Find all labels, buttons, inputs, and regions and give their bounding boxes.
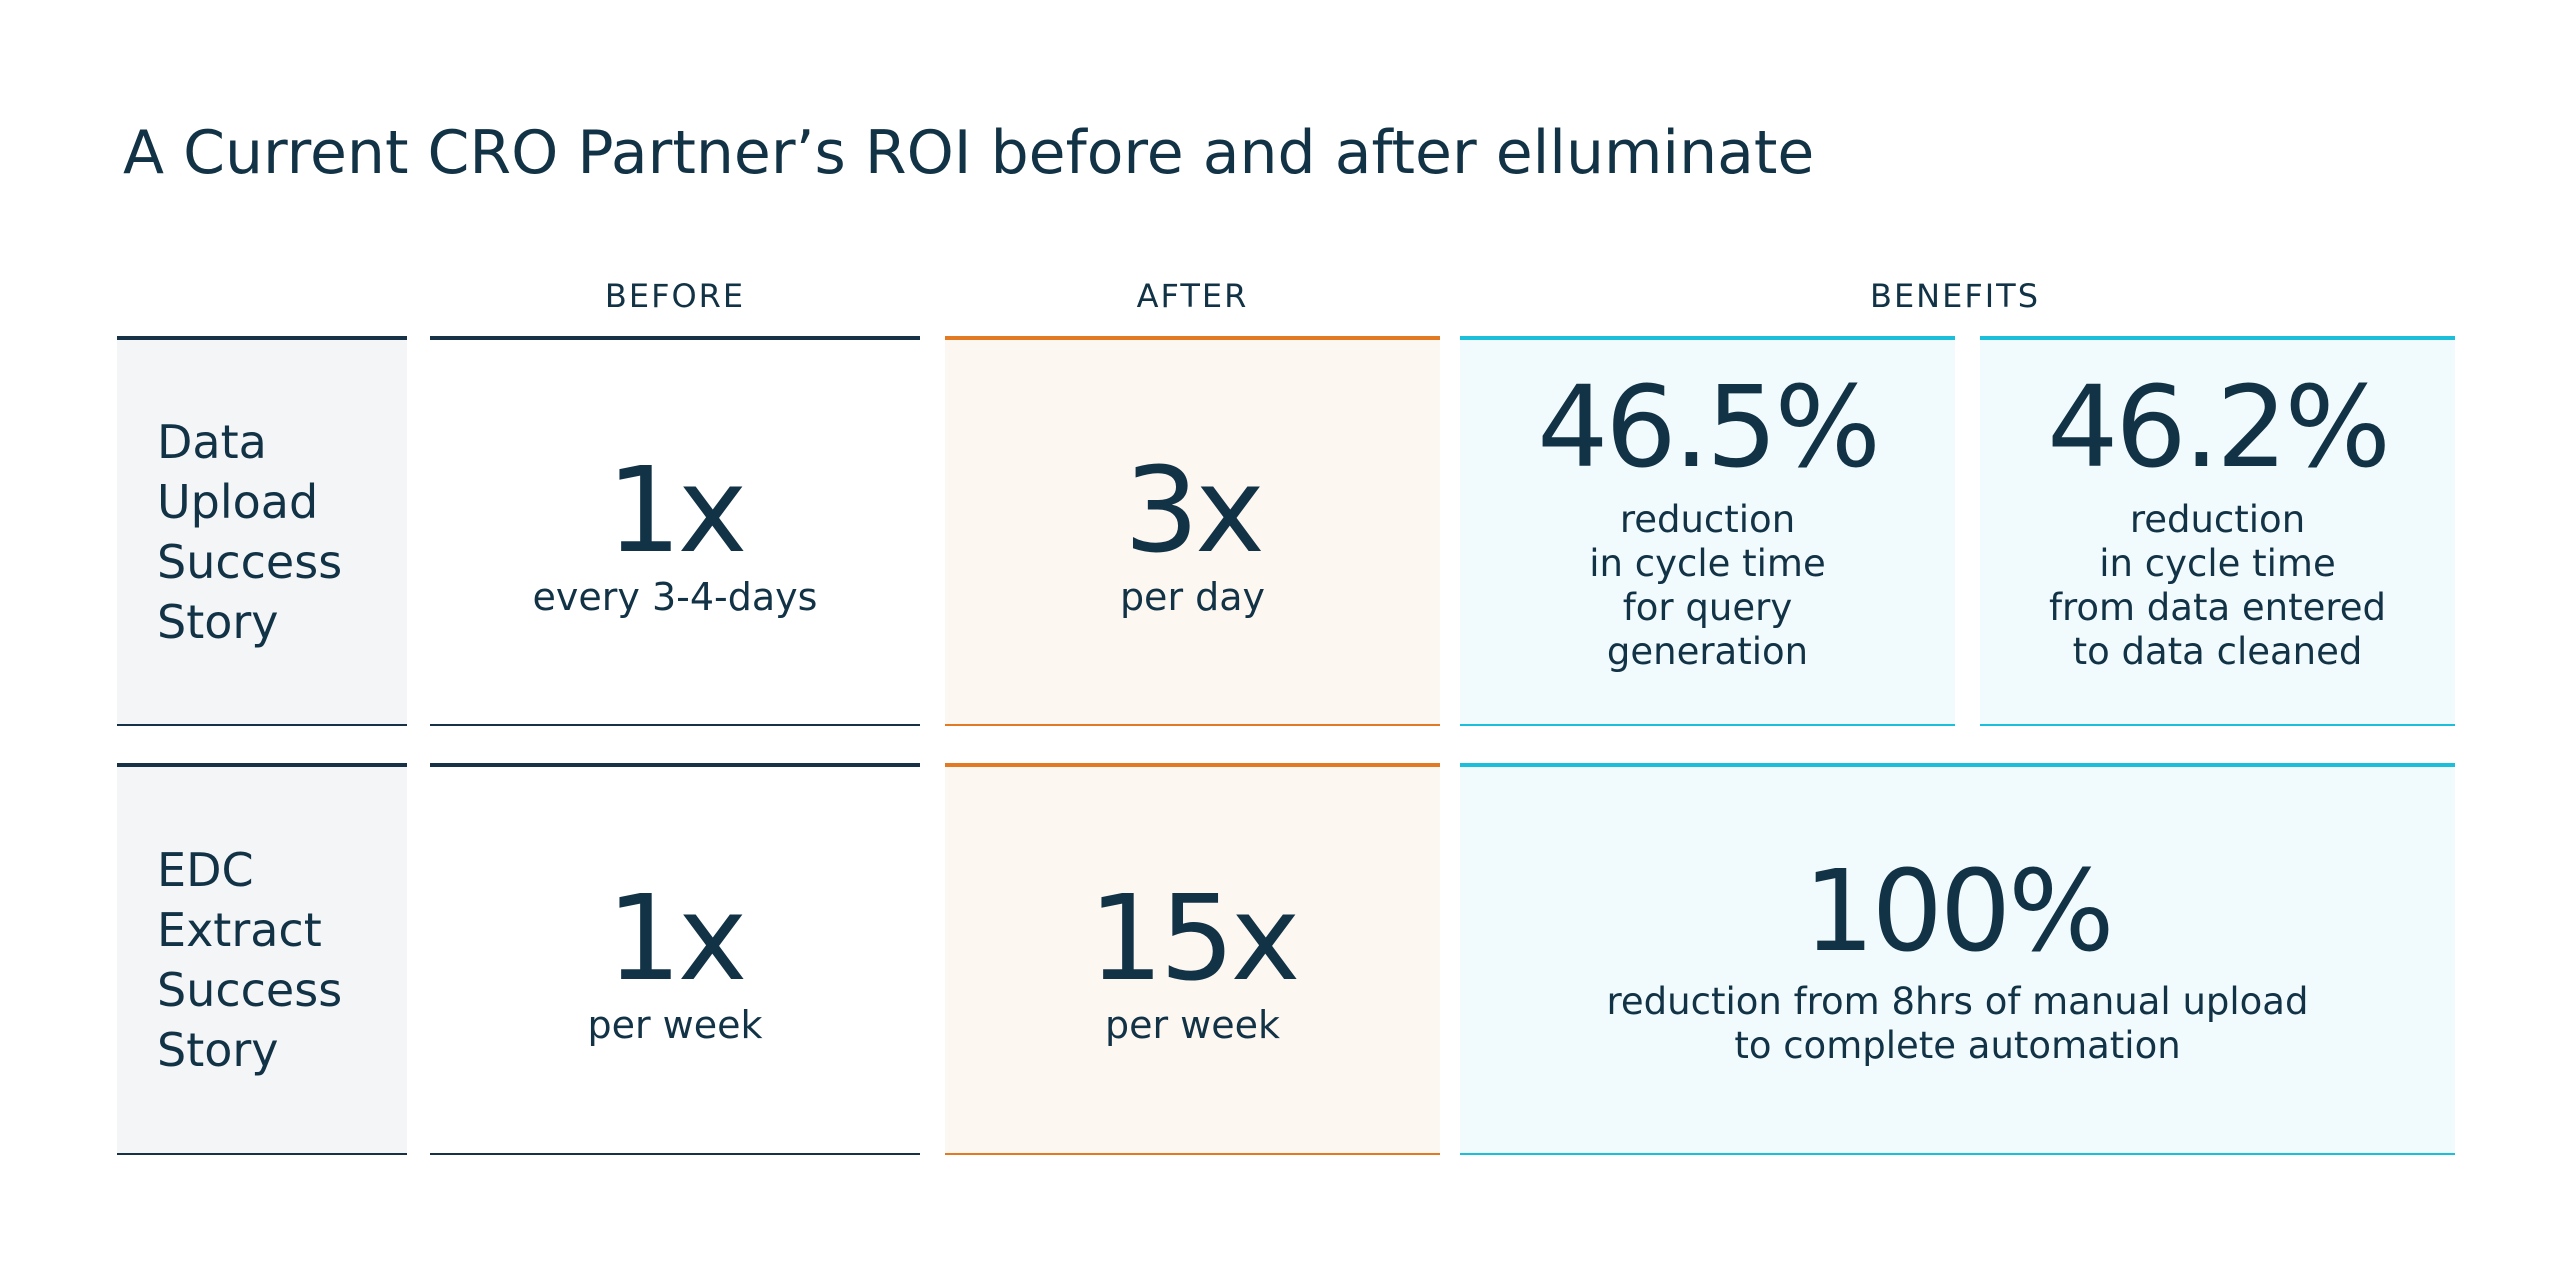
before-cell-data-upload: 1x every 3-4-days <box>430 336 920 726</box>
benefit-cell-query-generation: 46.5% reduction in cycle time for query … <box>1460 336 1955 726</box>
after-value: 3x <box>1124 441 1265 579</box>
benefit-cell-data-cleaned: 46.2% reduction in cycle time from data … <box>1980 336 2455 726</box>
column-header-after: AFTER <box>1136 277 1249 315</box>
after-value: 15x <box>1088 869 1301 1007</box>
after-cell-data-upload: 3x per day <box>945 336 1440 726</box>
before-unit: per week <box>587 1003 763 1047</box>
benefit-value: 100% <box>1803 847 2114 977</box>
row-label-edc-extract: EDC Extract Success Story <box>117 763 407 1155</box>
benefit-cell-automation: 100% reduction from 8hrs of manual uploa… <box>1460 763 2455 1155</box>
before-cell-edc-extract: 1x per week <box>430 763 920 1155</box>
after-cell-edc-extract: 15x per week <box>945 763 1440 1155</box>
row-label-text: Data Upload Success Story <box>157 415 343 649</box>
before-unit: every 3-4-days <box>532 575 818 619</box>
after-unit: per day <box>1119 575 1266 619</box>
benefit-description: reduction from 8hrs of manual upload to … <box>1606 980 2309 1067</box>
row-label-data-upload: Data Upload Success Story <box>117 336 407 726</box>
benefit-value: 46.2% <box>2047 363 2391 493</box>
benefit-description: reduction in cycle time from data entere… <box>2048 498 2387 673</box>
before-value: 1x <box>606 441 748 579</box>
benefit-value: 46.5% <box>1537 363 1881 493</box>
column-header-before: BEFORE <box>604 277 746 315</box>
before-value: 1x <box>606 869 748 1007</box>
column-header-benefits: BENEFITS <box>1869 277 2041 315</box>
after-unit: per week <box>1104 1003 1281 1047</box>
row-label-text: EDC Extract Success Story <box>157 843 343 1077</box>
benefit-description: reduction in cycle time for query genera… <box>1589 498 1826 673</box>
page-title: A Current CRO Partner’s ROI before and a… <box>123 118 1815 188</box>
